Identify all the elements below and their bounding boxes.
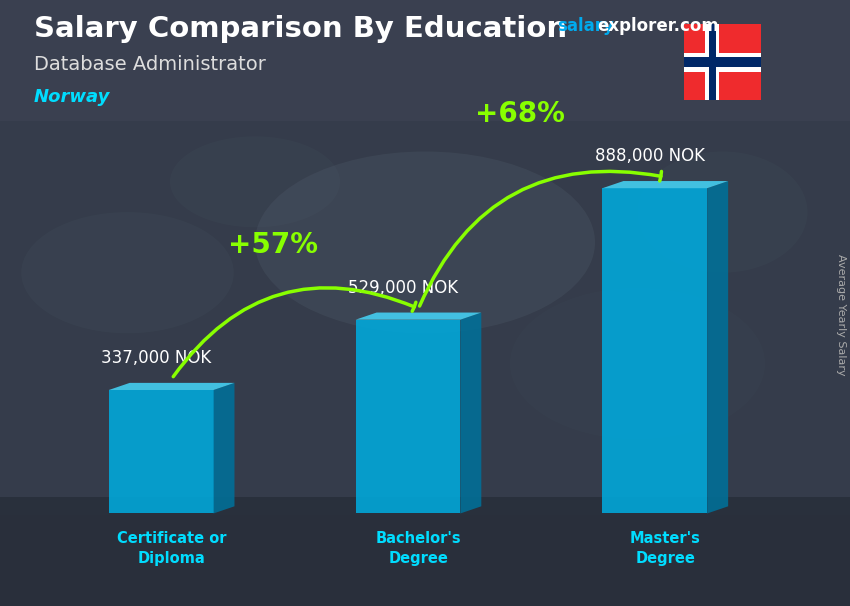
Bar	[709, 24, 716, 100]
Text: Norway: Norway	[34, 88, 110, 106]
Polygon shape	[355, 320, 461, 513]
Bar	[684, 58, 761, 67]
Text: 888,000 NOK: 888,000 NOK	[595, 147, 705, 165]
Polygon shape	[707, 181, 728, 513]
Ellipse shape	[21, 212, 234, 333]
Bar	[0, 121, 850, 515]
Polygon shape	[109, 383, 235, 390]
Polygon shape	[109, 390, 213, 513]
Text: 529,000 NOK: 529,000 NOK	[348, 279, 458, 297]
Polygon shape	[213, 383, 235, 513]
Text: Database Administrator: Database Administrator	[34, 55, 266, 73]
Polygon shape	[603, 181, 728, 188]
Ellipse shape	[510, 288, 765, 439]
Bar	[684, 53, 761, 72]
Polygon shape	[603, 188, 707, 513]
Text: Bachelor's
Degree: Bachelor's Degree	[376, 531, 462, 566]
Ellipse shape	[255, 152, 595, 333]
Text: Master's
Degree: Master's Degree	[630, 531, 700, 566]
Text: Salary Comparison By Education: Salary Comparison By Education	[34, 15, 567, 43]
Polygon shape	[355, 313, 481, 320]
Ellipse shape	[638, 152, 808, 273]
Text: explorer.com: explorer.com	[598, 17, 719, 35]
Text: +57%: +57%	[228, 231, 318, 259]
Bar	[706, 24, 719, 100]
Bar	[0, 497, 850, 606]
Text: salary: salary	[557, 17, 614, 35]
Text: Average Yearly Salary: Average Yearly Salary	[836, 255, 846, 376]
Text: 337,000 NOK: 337,000 NOK	[101, 349, 212, 367]
Polygon shape	[461, 313, 481, 513]
Text: +68%: +68%	[474, 99, 564, 128]
Text: Certificate or
Diploma: Certificate or Diploma	[117, 531, 226, 566]
Ellipse shape	[170, 136, 340, 227]
